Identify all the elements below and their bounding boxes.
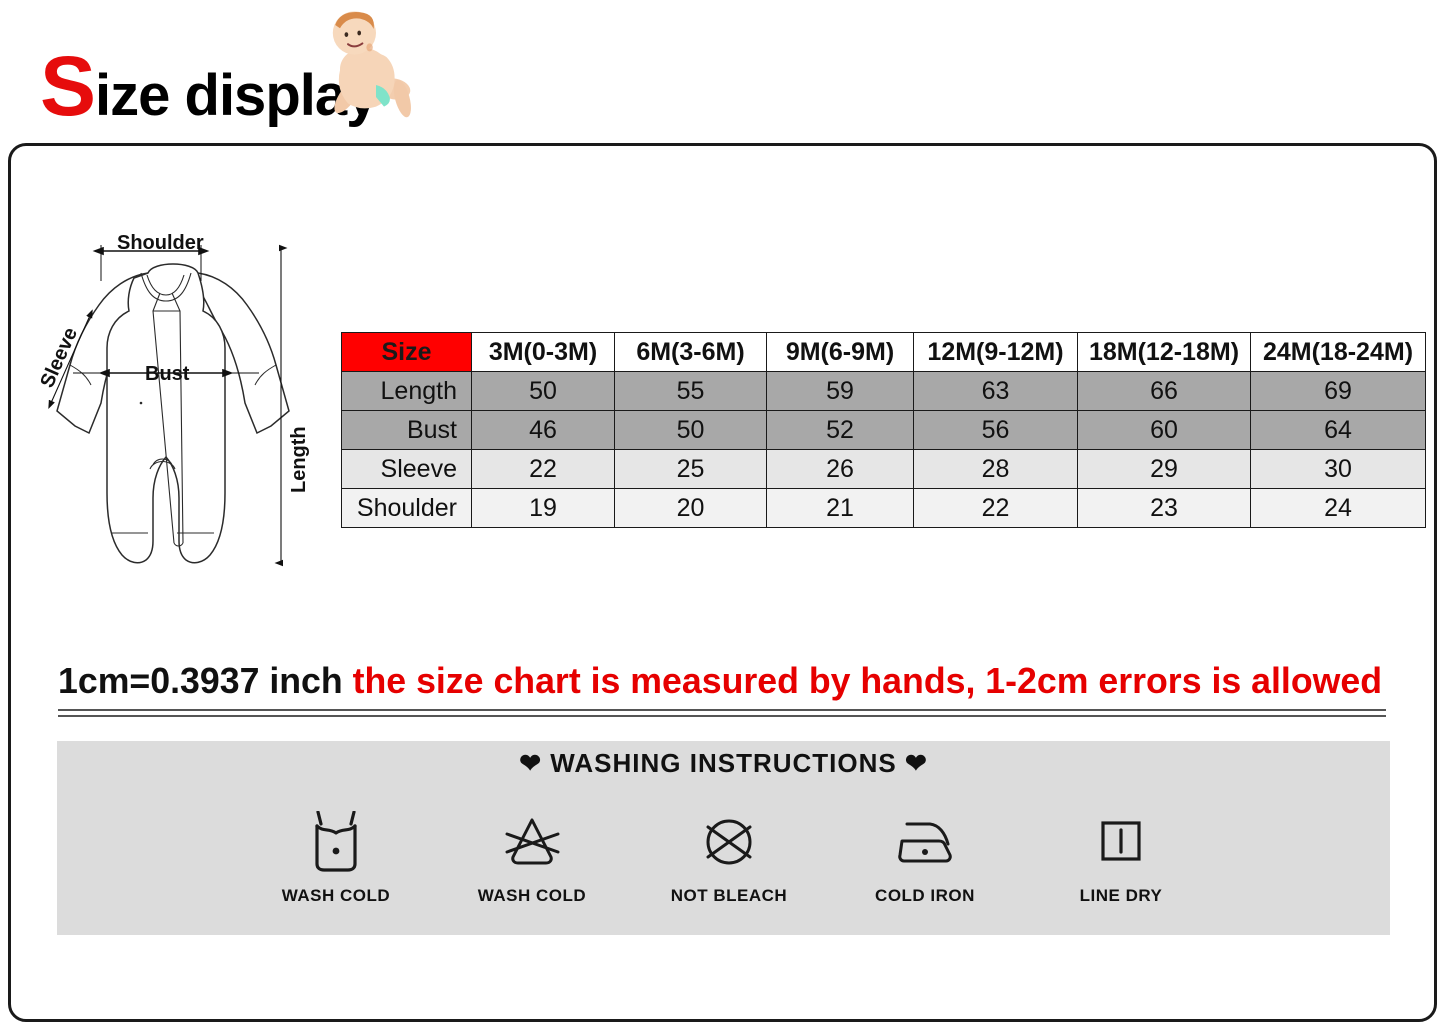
svg-text:Length: Length [288, 426, 310, 493]
svg-text:Bust: Bust [145, 363, 190, 385]
svg-text:Shoulder: Shoulder [117, 233, 204, 254]
